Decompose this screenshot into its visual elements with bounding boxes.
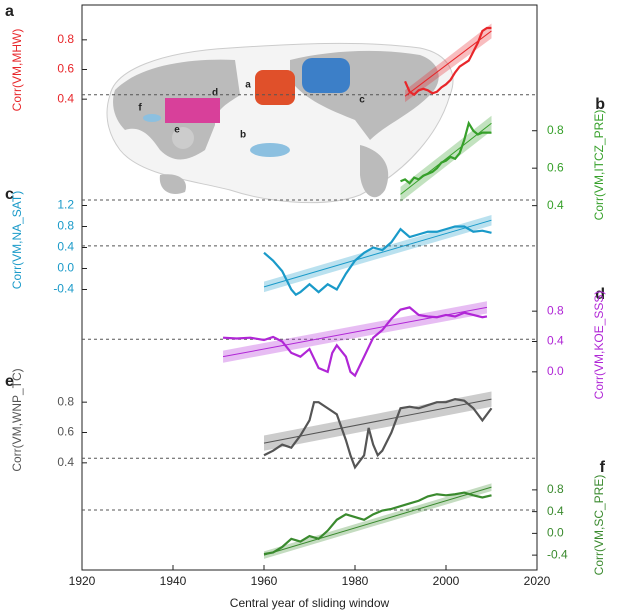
- trend-line: [263, 219, 492, 288]
- panel-letter: b: [595, 96, 605, 113]
- y-axis-label: Corr(VM,ITCZ_PRE): [592, 110, 606, 221]
- sat-patch: [302, 58, 350, 93]
- map-label: d: [212, 88, 218, 99]
- plot-frame: [81, 4, 538, 571]
- y-tick-label: 0.4: [57, 455, 74, 469]
- y-tick-label: -0.4: [53, 282, 74, 296]
- y-axis-label: Corr(VM,NA_SAT): [10, 191, 24, 289]
- x-tick-label: 1980: [342, 574, 369, 588]
- cloud-icon: [143, 114, 161, 122]
- y-tick-label: 0.0: [547, 526, 564, 540]
- series-line: [222, 306, 488, 378]
- series-line: [263, 398, 493, 470]
- y-tick-label: 1.2: [57, 198, 74, 212]
- panel-letter: e: [5, 373, 14, 390]
- series-line: [400, 120, 492, 185]
- y-tick-label: 0.8: [547, 482, 564, 496]
- x-tick-label: 2020: [524, 574, 551, 588]
- y-tick-label: 0.4: [547, 334, 564, 348]
- series-line: [263, 491, 492, 556]
- map-land: [360, 145, 389, 198]
- trend-line: [263, 398, 492, 444]
- y-tick-label: 0.8: [57, 394, 74, 408]
- sss-patch: [165, 98, 220, 123]
- x-axis-label: Central year of sliding window: [230, 596, 390, 610]
- y-tick-label: -0.4: [547, 547, 568, 561]
- panel-letter: a: [5, 3, 14, 20]
- map-land: [159, 174, 186, 195]
- trend-band: [405, 23, 492, 103]
- y-axis-label: Corr(VM,SC_PRE): [592, 475, 606, 576]
- y-tick-label: 0.0: [547, 364, 564, 378]
- y-tick-label: 0.8: [547, 303, 564, 317]
- trend-line: [400, 122, 492, 195]
- y-axis-label: Corr(VM,WNP_TC): [10, 368, 24, 471]
- x-tick-label: 1960: [251, 574, 278, 588]
- y-tick-label: 0.4: [57, 240, 74, 254]
- cloud-icon: [250, 143, 290, 157]
- y-tick-label: 0.6: [547, 160, 564, 174]
- mhw-patch: [255, 70, 295, 105]
- x-tick-label: 1940: [160, 574, 187, 588]
- y-tick-label: 0.8: [547, 123, 564, 137]
- map-label: c: [359, 95, 365, 106]
- panel-letter: f: [600, 459, 606, 476]
- y-axis-label: Corr(VM,MHW): [10, 29, 24, 112]
- y-axis-label: Corr(VM,KOE_SSS): [592, 291, 606, 400]
- y-tick-label: 0.8: [57, 219, 74, 233]
- panel-letter: c: [5, 186, 14, 203]
- y-tick-label: 0.6: [57, 425, 74, 439]
- y-tick-label: 0.0: [57, 261, 74, 275]
- x-tick-label: 1920: [69, 574, 96, 588]
- x-tick-label: 2000: [433, 574, 460, 588]
- map-label: a: [245, 80, 251, 91]
- y-tick-label: 0.4: [547, 198, 564, 212]
- trend-line: [263, 486, 492, 556]
- map-inset: [106, 42, 454, 204]
- y-tick-label: 0.4: [57, 91, 74, 105]
- y-tick-label: 0.6: [57, 62, 74, 76]
- map-label: e: [174, 125, 180, 136]
- panel-letter: d: [595, 286, 605, 303]
- series-line: [263, 225, 492, 297]
- map-label: f: [138, 103, 142, 114]
- y-tick-label: 0.8: [57, 32, 74, 46]
- y-tick-label: 0.4: [547, 504, 564, 518]
- tc-icon: [172, 127, 194, 149]
- series-line: [404, 26, 492, 97]
- map-label: b: [240, 130, 246, 141]
